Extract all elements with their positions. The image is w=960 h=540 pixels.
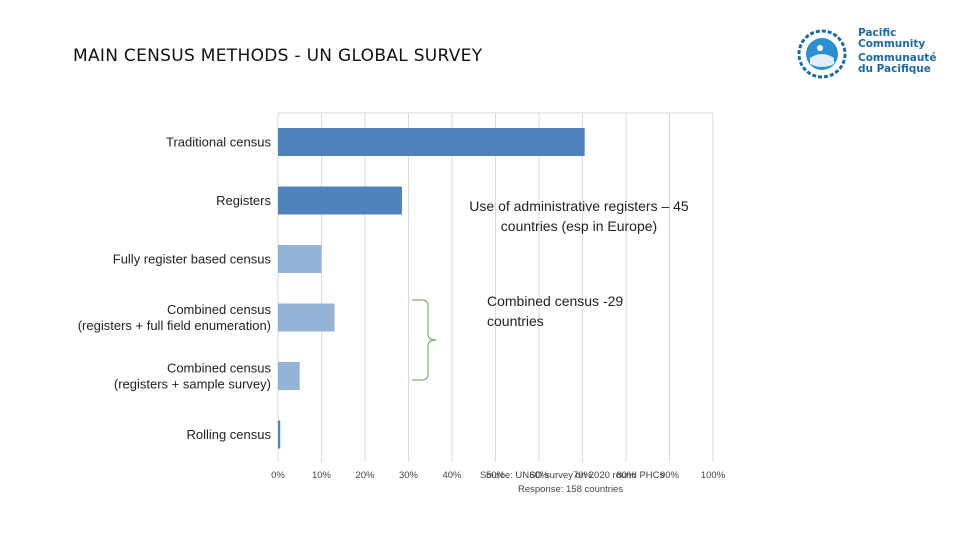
source-note: Source: UNSD survey on 2020 round PHCs (480, 470, 665, 481)
combined-census-bracket (412, 299, 437, 381)
x-tick-label: 40% (442, 470, 462, 481)
bar (278, 186, 402, 215)
category-label: Combined census (167, 302, 272, 317)
x-tick-label: 50% (486, 470, 506, 481)
logo-line-2: Community (858, 38, 926, 50)
combined-census-annotation: Combined census -29 countries (487, 293, 624, 329)
category-label: Fully register based census (113, 252, 272, 267)
logo-line-3: Communauté (858, 52, 937, 64)
pacific-community-emblem-icon (797, 29, 847, 79)
x-tick-label: 0% (271, 470, 285, 481)
logo-line-4: du Pacifique (858, 63, 931, 75)
x-tick-label: 10% (312, 470, 332, 481)
x-tick-label: 60% (529, 470, 549, 481)
bar (278, 420, 281, 449)
category-label: (registers + sample survey) (114, 377, 271, 392)
slide-title: MAIN CENSUS METHODS - UN GLOBAL SURVEY (73, 46, 483, 66)
category-label: Registers (216, 193, 271, 208)
logo-line-1: Pacific (858, 27, 897, 39)
x-tick-label: 100% (701, 470, 726, 481)
category-label: Traditional census (166, 135, 272, 150)
x-tick-label: 70% (573, 470, 593, 481)
bar (278, 362, 300, 390)
admin-registers-annotation: Use of administrative registers – 45 cou… (469, 198, 689, 234)
response-note: Response: 158 countries (518, 484, 624, 495)
x-tick-label: 30% (399, 470, 419, 481)
bar (278, 303, 335, 332)
category-label: Combined census (167, 361, 272, 376)
category-label: (registers + full field enumeration) (78, 318, 271, 333)
x-tick-label: 90% (660, 470, 680, 481)
x-tick-label: 20% (355, 470, 375, 481)
bar (278, 128, 585, 156)
bar (278, 245, 322, 273)
x-tick-label: 80% (616, 470, 636, 481)
category-label: Rolling census (186, 427, 271, 442)
